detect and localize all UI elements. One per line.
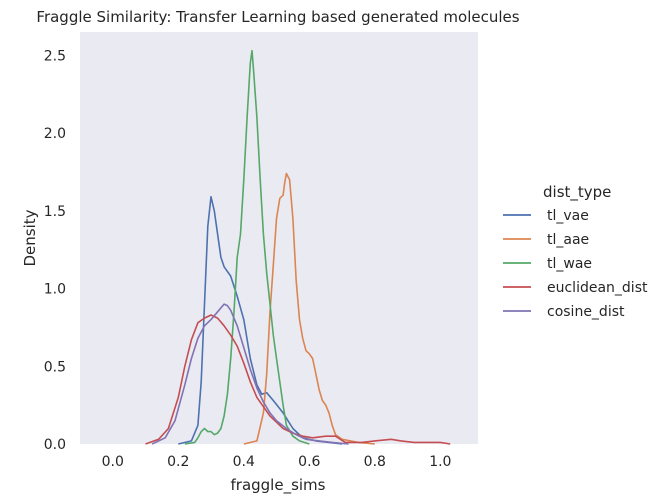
x-tick-label: 0.6 — [298, 454, 320, 470]
legend-label: tl_aae — [547, 232, 589, 248]
axis-ticks: 0.0 0.2 0.4 0.6 0.8 1.0 0.0 0.5 1.0 1.5 2.0 2.5 — [44, 48, 452, 470]
legend-title: dist_type — [543, 183, 611, 202]
y-tick-label: 0.0 — [44, 437, 66, 453]
x-tick-label: 0.4 — [233, 454, 255, 470]
series-line-euclidean-dist — [145, 314, 451, 445]
series-line-tl-wae — [184, 49, 310, 445]
plot-area — [80, 32, 478, 444]
x-tick-label: 0.2 — [167, 454, 189, 470]
legend-label: tl_wae — [547, 256, 592, 272]
x-tick-label: 1.0 — [429, 454, 451, 470]
series-group — [145, 49, 451, 445]
legend-label: tl_vae — [547, 208, 589, 224]
x-axis-label: fraggle_sims — [231, 476, 326, 495]
legend: dist_type tl_vae tl_aae tl_wae euclidean_di… — [503, 183, 648, 320]
chart-title: Fraggle Similarity: Transfer Learning ba… — [36, 8, 519, 26]
series-line-cosine-dist — [151, 303, 349, 445]
y-tick-label: 1.5 — [44, 204, 66, 220]
y-tick-label: 1.0 — [44, 282, 66, 298]
y-tick-label: 0.5 — [44, 359, 66, 375]
y-tick-label: 2.5 — [44, 48, 66, 64]
series-line-tl-aae — [243, 172, 375, 445]
legend-label: cosine_dist — [547, 304, 625, 320]
legend-label: euclidean_dist — [547, 280, 648, 296]
y-tick-label: 2.0 — [44, 126, 66, 142]
y-axis-label: Density — [21, 209, 39, 266]
x-tick-label: 0.0 — [102, 454, 124, 470]
series-line-tl-vae — [178, 196, 343, 445]
x-tick-label: 0.8 — [364, 454, 386, 470]
